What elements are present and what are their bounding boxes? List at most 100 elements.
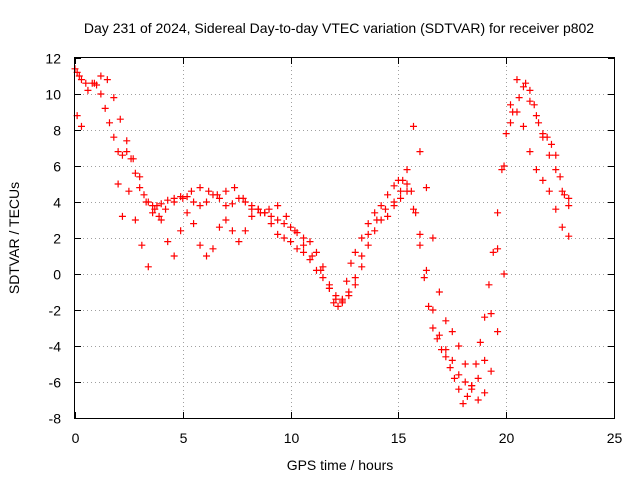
data-point <box>308 252 316 260</box>
data-point <box>416 230 424 238</box>
plot-frame <box>74 57 615 419</box>
data-point <box>300 241 308 249</box>
data-point <box>364 220 372 228</box>
data-point <box>476 338 484 346</box>
data-point <box>114 180 122 188</box>
data-point <box>338 299 346 307</box>
data-point <box>183 193 191 201</box>
data-point <box>190 220 198 228</box>
data-point <box>448 328 456 336</box>
data-point <box>300 248 308 256</box>
y-axis-label: SDTVAR / TECUs <box>6 182 22 294</box>
data-point <box>377 202 385 210</box>
data-point <box>84 86 92 94</box>
data-point <box>77 122 85 130</box>
data-point <box>241 198 249 206</box>
data-point <box>487 367 495 375</box>
data-point <box>282 212 290 220</box>
data-point <box>526 86 534 94</box>
data-point <box>403 180 411 188</box>
data-point <box>390 202 398 210</box>
data-point <box>371 227 379 235</box>
data-point <box>433 335 441 343</box>
data-point <box>448 356 456 364</box>
data-point <box>215 194 223 202</box>
data-point <box>513 76 521 84</box>
data-point <box>500 162 508 170</box>
x-axis-label: GPS time / hours <box>287 457 394 473</box>
data-point <box>319 274 327 282</box>
data-point <box>241 227 249 235</box>
data-point <box>190 198 198 206</box>
data-point <box>513 108 521 116</box>
data-point <box>293 245 301 253</box>
data-point <box>332 295 340 303</box>
data-point <box>530 101 538 109</box>
data-point <box>558 187 566 195</box>
data-point <box>343 277 351 285</box>
data-point <box>455 385 463 393</box>
data-point <box>280 220 288 228</box>
data-point <box>203 198 211 206</box>
axis-ticks <box>75 58 615 419</box>
data-point <box>364 230 372 238</box>
y-tick-label: 6 <box>53 159 61 175</box>
data-point <box>306 238 314 246</box>
data-point <box>209 245 217 253</box>
data-point <box>565 194 573 202</box>
data-point <box>125 187 133 195</box>
data-point <box>455 371 463 379</box>
data-point <box>280 234 288 242</box>
data-point <box>545 187 553 195</box>
data-point <box>254 205 262 213</box>
data-point <box>248 212 256 220</box>
data-point <box>461 378 469 386</box>
data-point <box>526 97 534 105</box>
data-point <box>556 173 564 181</box>
data-point <box>287 223 295 231</box>
data-point <box>384 212 392 220</box>
data-point <box>435 288 443 296</box>
data-point <box>144 263 152 271</box>
data-point <box>231 184 239 192</box>
x-tick-label: 10 <box>284 430 300 446</box>
data-point <box>381 205 389 213</box>
data-point <box>412 209 420 217</box>
data-point <box>351 248 359 256</box>
data-point <box>306 256 314 264</box>
data-point <box>472 360 480 368</box>
data-point <box>507 101 515 109</box>
x-tick-label: 20 <box>499 430 515 446</box>
data-point <box>455 342 463 350</box>
x-tick-label: 15 <box>391 430 407 446</box>
data-point <box>442 346 450 354</box>
y-tick-label: 10 <box>45 87 61 103</box>
grid <box>75 58 614 418</box>
data-point <box>494 209 502 217</box>
data-point <box>420 274 428 282</box>
data-point <box>274 216 282 224</box>
data-point <box>312 248 320 256</box>
data-point <box>502 130 510 138</box>
data-point <box>481 356 489 364</box>
data-point <box>461 360 469 368</box>
data-point <box>97 72 105 80</box>
y-tick-label: 12 <box>45 51 61 67</box>
data-point <box>235 238 243 246</box>
data-point <box>425 302 433 310</box>
data-marks <box>71 65 573 408</box>
data-point <box>82 79 90 87</box>
data-point <box>187 187 195 195</box>
data-point <box>429 306 437 314</box>
data-point <box>228 200 236 208</box>
data-point <box>123 137 131 145</box>
data-point <box>142 198 150 206</box>
data-point <box>565 232 573 240</box>
data-point <box>330 299 338 307</box>
data-point <box>149 209 157 217</box>
data-point <box>494 328 502 336</box>
data-point <box>164 196 172 204</box>
data-point <box>203 252 211 260</box>
data-point <box>494 245 502 253</box>
